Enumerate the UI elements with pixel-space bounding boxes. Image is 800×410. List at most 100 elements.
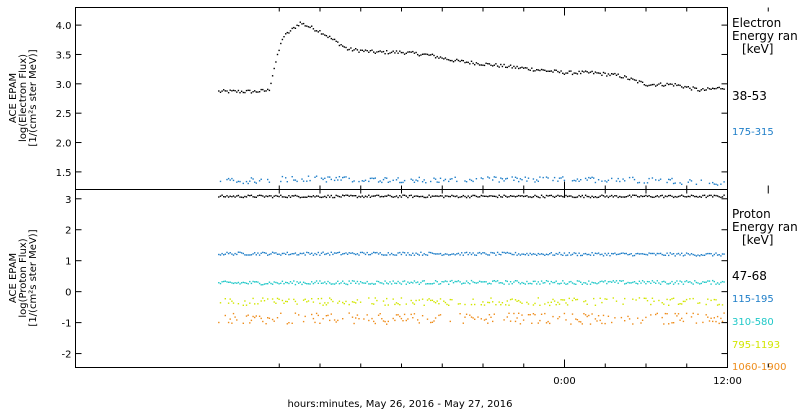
electron-data-point [663,85,665,87]
proton-ylabel-line3: [1/(cm²s ster MeV)] [28,229,39,326]
proton-data-point [242,196,244,199]
electron-data-point [226,178,228,181]
proton-data-point [674,255,676,257]
proton-data-point [333,319,336,321]
proton-data-point [482,301,484,303]
proton-data-point [566,254,569,256]
electron-data-point [293,179,295,181]
electron-data-point [421,53,424,55]
proton-data-point [549,283,551,285]
electron-data-point [239,180,241,183]
proton-data-point [566,283,569,285]
proton-data-point [625,196,627,198]
proton-data-point [534,314,536,316]
proton-data-point [624,196,626,198]
proton-data-point [353,301,355,303]
proton-data-point [273,281,275,283]
proton-data-point [260,284,262,286]
proton-data-point [325,315,328,317]
proton-data-point [449,195,451,198]
proton-data-point [377,280,380,283]
proton-panel-frame [75,189,728,368]
proton-data-point [630,196,632,198]
proton-data-point [451,279,453,282]
electron-data-point [373,177,375,180]
proton-data-point [522,282,525,284]
proton-data-point [584,314,587,316]
proton-data-point [413,195,416,197]
proton-data-point [394,303,396,306]
proton-data-point [581,254,583,257]
electron-data-point [413,52,416,54]
proton-data-point [563,312,566,315]
proton-data-point [426,283,429,285]
electron-data-point [659,178,662,180]
proton-data-point [593,282,595,284]
electron-data-point [586,179,588,181]
electron-data-point [671,83,673,85]
proton-data-point [628,282,631,284]
proton-data-point [428,283,430,285]
proton-data-point [495,280,497,283]
proton-data-point [223,196,225,198]
proton-data-point [229,281,231,283]
electron-data-point [410,178,412,180]
proton-data-point [343,303,345,305]
proton-data-point [417,281,419,283]
proton-data-point [451,253,453,255]
proton-data-point [443,300,445,302]
electron-data-point [218,90,220,92]
electron-data-point [601,180,603,182]
electron-data-point [658,179,660,182]
proton-data-point [571,313,574,315]
proton-data-point [392,317,394,320]
electron-data-point [392,179,394,181]
electron-data-point [536,179,538,181]
proton-data-point [400,317,403,320]
proton-data-point [519,283,522,285]
electron-data-point [232,179,235,182]
proton-data-point [656,312,658,315]
proton-data-point [345,252,347,254]
proton-data-point [624,252,626,255]
electron-data-point [255,91,257,93]
proton-series-115-195 [218,251,725,257]
proton-data-point [257,303,259,305]
proton-data-point [330,283,332,285]
proton-data-point [511,195,513,197]
proton-data-point [376,280,378,282]
proton-data-point [602,314,605,317]
electron-data-point [527,177,530,179]
proton-data-point [721,320,724,323]
proton-data-point [576,280,579,282]
proton-data-point [267,195,269,198]
electron-data-point [436,181,438,183]
proton-data-point [526,195,528,197]
electron-data-point [568,70,570,72]
proton-data-point [263,283,266,285]
electron-data-point [560,177,562,179]
proton-data-point [395,254,398,256]
proton-data-point [281,299,284,302]
proton-data-point [611,194,613,197]
electron-data-point [723,181,725,183]
proton-data-point [332,283,334,285]
electron-data-point [669,179,671,181]
electron-series-175-315 [219,175,725,186]
proton-data-point [575,196,577,199]
proton-legend-series-1: 47-68 [732,269,767,283]
electron-data-point [635,79,637,82]
proton-data-point [560,299,562,301]
proton-data-point [485,318,487,320]
proton-data-point [537,252,539,255]
proton-data-point [389,254,391,256]
proton-data-point [294,300,297,303]
proton-data-point [221,194,223,196]
proton-data-point [632,298,634,300]
proton-data-point [516,195,518,197]
electron-data-point [593,72,595,75]
proton-data-point [387,320,389,323]
proton-data-point [307,252,310,254]
proton-data-point [342,280,344,282]
proton-data-point [638,297,641,299]
